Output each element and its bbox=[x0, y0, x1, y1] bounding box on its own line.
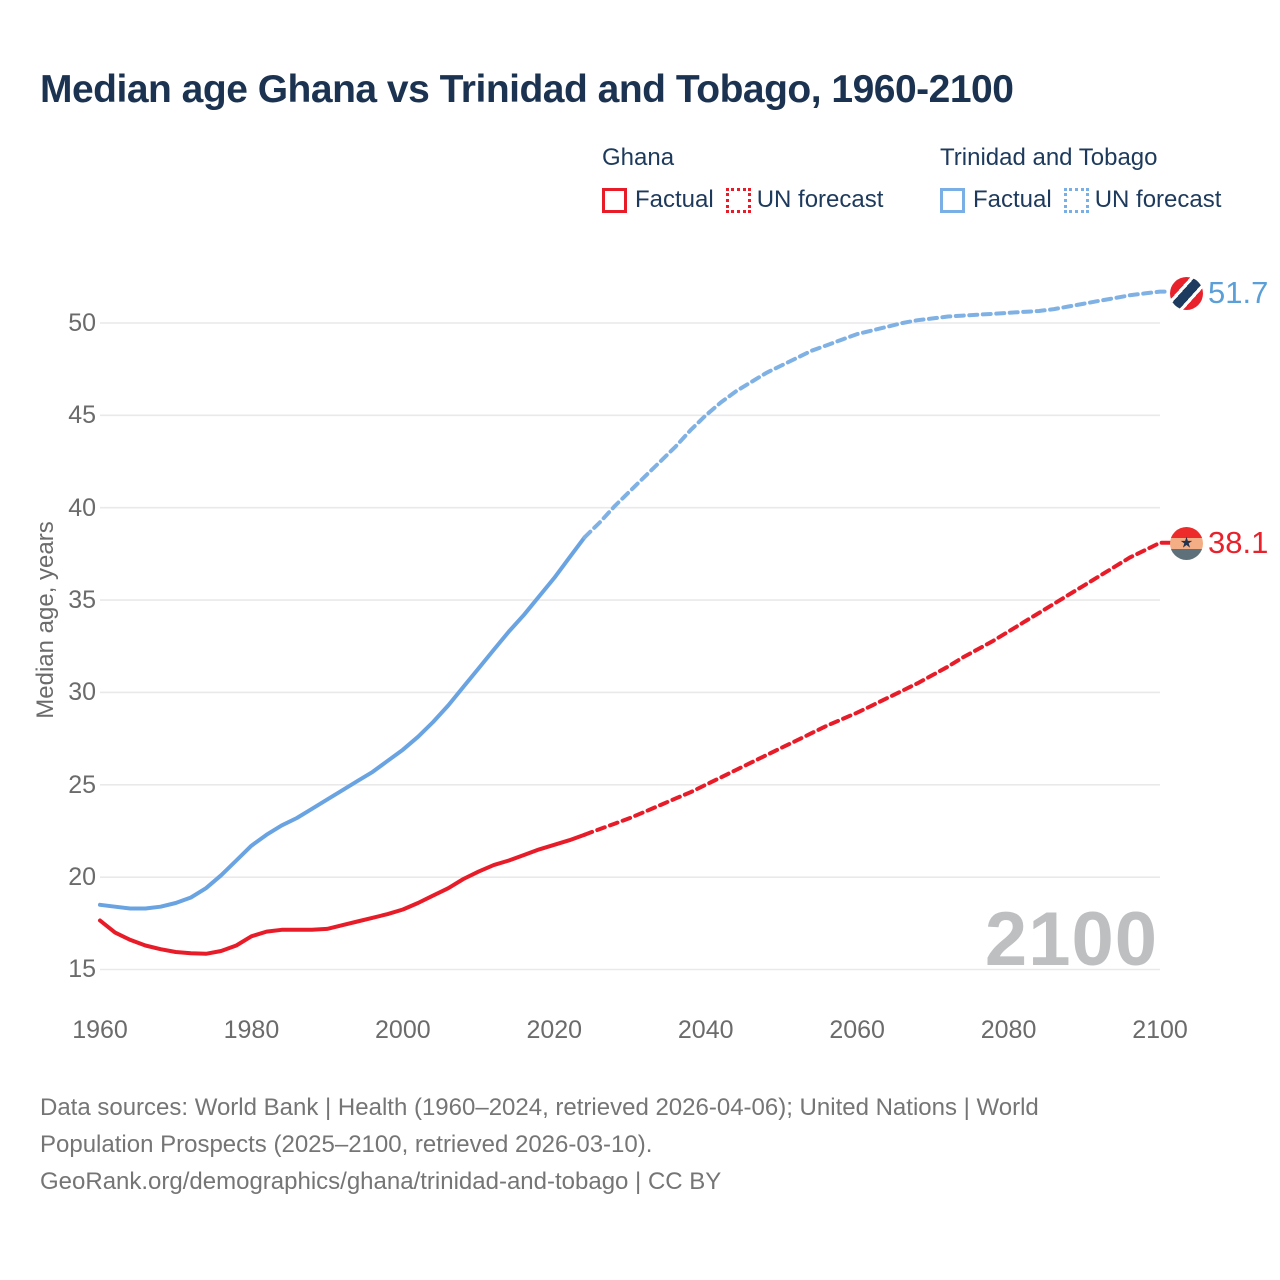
footer-line-3: GeoRank.org/demographics/ghana/trinidad-… bbox=[40, 1168, 722, 1195]
footer-line-1: Data sources: World Bank | Health (1960–… bbox=[40, 1094, 1039, 1121]
legend-group-trinidad: Trinidad and Tobago Factual UN forecast bbox=[940, 144, 1221, 214]
footer-line-2: Population Prospects (2025–2100, retriev… bbox=[40, 1131, 653, 1158]
trinidad-end-label: 51.7 bbox=[1170, 275, 1268, 311]
x-tick-label-1980: 1980 bbox=[223, 1016, 280, 1044]
y-tick-label-30: 30 bbox=[68, 678, 96, 707]
trinidad-forecast-swatch-icon bbox=[1063, 187, 1089, 213]
y-tick-label-15: 15 bbox=[68, 955, 96, 984]
ghana-factual-swatch-icon bbox=[602, 187, 627, 213]
data-sources-footer: Data sources: World Bank | Health (1960–… bbox=[40, 1089, 1190, 1200]
y-tick-label-50: 50 bbox=[68, 309, 96, 337]
chart-title: Median age Ghana vs Trinidad and Tobago,… bbox=[40, 68, 1014, 111]
legend-header-ghana: Ghana bbox=[602, 144, 675, 171]
trinidad-factual-label: Factual bbox=[973, 186, 1052, 213]
x-tick-label-2080: 2080 bbox=[980, 1016, 1037, 1044]
y-tick-label-35: 35 bbox=[68, 586, 96, 615]
ghana-end-label: 38.1 bbox=[1170, 525, 1268, 561]
x-tick-label-2100: 2100 bbox=[1132, 1016, 1188, 1044]
series-trinidad-and-tobago-factual bbox=[98, 535, 587, 911]
ghana-forecast-swatch-icon bbox=[725, 187, 751, 213]
trinidad-forecast-label: UN forecast bbox=[1094, 186, 1222, 213]
trinidad-factual-swatch-icon bbox=[940, 187, 965, 213]
series-ghana-un-forecast bbox=[582, 540, 1172, 837]
y-tick-label-20: 20 bbox=[68, 863, 96, 892]
ghana-end-value: 38.1 bbox=[1208, 525, 1269, 560]
trinidad-end-value: 51.7 bbox=[1208, 275, 1269, 310]
x-tick-label-1960: 1960 bbox=[72, 1016, 128, 1044]
series-ghana-factual bbox=[98, 832, 587, 956]
x-tick-label-2020: 2020 bbox=[526, 1016, 583, 1044]
y-tick-label-40: 40 bbox=[68, 493, 96, 522]
legend-group-ghana: Ghana Factual UN forecast bbox=[602, 144, 883, 214]
legend-header-trinidad: Trinidad and Tobago bbox=[940, 144, 1158, 171]
ghana-flag-icon bbox=[1170, 526, 1203, 560]
y-axis-title: Median age, years bbox=[32, 521, 59, 719]
series-trinidad-and-tobago-un-forecast bbox=[582, 289, 1172, 540]
y-tick-label-45: 45 bbox=[68, 401, 96, 430]
watermark-year: 2100 bbox=[984, 897, 1158, 982]
ghana-factual-label: Factual bbox=[635, 186, 714, 213]
y-tick-label-25: 25 bbox=[68, 770, 96, 799]
x-tick-label-2040: 2040 bbox=[677, 1016, 734, 1044]
trinidad-and-tobago-flag-icon bbox=[1170, 276, 1203, 310]
x-tick-label-2060: 2060 bbox=[829, 1016, 885, 1044]
ghana-forecast-label: UN forecast bbox=[756, 186, 884, 213]
x-tick-label-2000: 2000 bbox=[375, 1016, 431, 1044]
